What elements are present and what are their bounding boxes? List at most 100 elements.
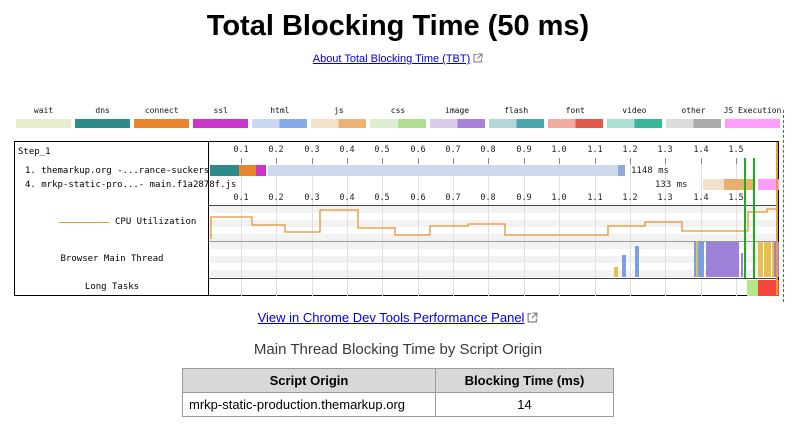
axis-tick-mark — [418, 158, 419, 164]
axis-tick-label-mid: 1.5 — [728, 193, 744, 203]
legend-item-label: font — [565, 106, 585, 115]
column-header-blocking-time: Blocking Time (ms) — [435, 368, 614, 393]
legend-item: font — [546, 105, 605, 128]
cpu-utilization-text: CPU Utilization — [115, 217, 197, 227]
legend: wait dns connect ssl html js css image flash font… — [14, 105, 782, 128]
axis-tick-label-mid: 1.3 — [657, 193, 673, 203]
legend-item-label: wait — [33, 106, 54, 115]
cell-script-origin: mrkp-static-production.themarkup.org — [182, 392, 436, 417]
axis-tick-mark — [241, 158, 242, 164]
main-thread-block — [635, 246, 639, 277]
long-task-block — [758, 280, 779, 296]
gridline — [453, 164, 454, 296]
request-4-label: 4. mrkp-static-pro...- main.f1a2878f.js — [25, 180, 237, 190]
axis-tick-label-top: 0.5 — [374, 145, 390, 155]
legend-item-label: connect — [144, 106, 179, 115]
axis-tick-label-top: 1.5 — [728, 145, 744, 155]
legend-color-bar — [724, 119, 781, 128]
yellow-event-marker — [776, 142, 778, 295]
browser-main-thread-label: Browser Main Thread — [60, 254, 164, 264]
request-bar-html-download-end — [618, 165, 625, 176]
axis-tick-label-top: 1.2 — [622, 145, 638, 155]
axis-tick-mark — [524, 158, 525, 164]
axis-tick-label-mid: 0.3 — [304, 193, 320, 203]
waterfall-plot-layer: 0.1 0.1 0.2 0.2 0.3 0.3 0.4 0.4 0.5 0.5 0.6 0.6 0.7 0… — [15, 142, 779, 296]
axis-tick-mark — [453, 158, 454, 164]
main-thread-row-divider — [15, 241, 778, 242]
long-task-block — [747, 280, 758, 296]
legend-color-bar — [429, 119, 485, 128]
gridline — [630, 164, 631, 296]
legend-item: flash — [487, 105, 546, 128]
request-bar-dns — [210, 165, 239, 176]
axis-tick-label-mid: 0.9 — [516, 193, 532, 203]
legend-color-bar — [252, 119, 308, 128]
main-thread-block — [696, 241, 698, 277]
legend-item-label: JS Execution — [723, 106, 782, 115]
green-event-marker — [753, 158, 755, 278]
gridline — [524, 164, 525, 296]
request-bar-ssl — [256, 165, 266, 176]
blocking-table-wrap: Script Origin Blocking Time (ms) mrkp-st… — [0, 368, 796, 417]
step-label: Step_1 — [18, 147, 51, 157]
request-bar-js-execution — [758, 179, 779, 190]
about-tbt-link[interactable]: About Total Blocking Time (TBT) — [312, 53, 471, 65]
request-duration-label: 133 ms — [655, 180, 688, 190]
legend-item: JS Execution — [723, 105, 782, 128]
legend-color-bar — [606, 119, 662, 128]
gridline — [701, 164, 702, 296]
main-thread-block — [694, 242, 704, 277]
axis-tick-label-mid: 0.4 — [339, 193, 355, 203]
legend-color-bar — [488, 119, 544, 128]
axis-tick-label-mid: 0.5 — [374, 193, 390, 203]
blocking-table-heading: Main Thread Blocking Time by Script Orig… — [253, 341, 543, 358]
axis-tick-label-mid: 1.2 — [622, 193, 638, 203]
axis-tick-label-top: 0.3 — [304, 145, 320, 155]
legend-item: dns — [73, 105, 132, 128]
axis-tick-label-mid: 0.7 — [445, 193, 461, 203]
cpu-utilization-line — [210, 208, 778, 239]
axis-tick-label-mid: 1.1 — [587, 193, 603, 203]
axis-tick-label-top: 1.0 — [551, 145, 567, 155]
about-link-row: About Total Blocking Time (TBT) — [0, 53, 796, 66]
axis-tick-label-top: 1.1 — [587, 145, 603, 155]
gridline — [736, 164, 737, 296]
table-row: mrkp-static-production.themarkup.org 14 — [182, 392, 614, 417]
axis-tick-mark — [276, 158, 277, 164]
axis-tick-label-top: 0.6 — [410, 145, 426, 155]
legend-item-label: other — [681, 106, 706, 115]
gridline — [276, 164, 277, 296]
axis-tick-label-mid: 1.4 — [693, 193, 709, 203]
legend-item: css — [368, 105, 427, 128]
main-thread-block — [706, 242, 739, 277]
request-bar-js-request — [703, 179, 724, 190]
gridline — [347, 164, 348, 296]
legend-item: connect — [132, 105, 191, 128]
axis-tick-mark — [382, 158, 383, 164]
blocking-time-table: Script Origin Blocking Time (ms) mrkp-st… — [182, 368, 614, 417]
cpu-row-divider — [15, 205, 778, 206]
axis-tick-label-mid: 0.8 — [480, 193, 496, 203]
cpu-line-sample-icon — [59, 221, 109, 223]
devtools-performance-link[interactable]: View in Chrome Dev Tools Performance Pan… — [257, 310, 525, 325]
main-thread-block — [622, 255, 626, 277]
cell-blocking-time: 14 — [435, 392, 614, 417]
legend-item: js — [309, 105, 368, 128]
dashed-green-marker — [783, 110, 784, 302]
legend-item: image — [428, 105, 487, 128]
cpu-utilization-label: CPU Utilization — [59, 217, 196, 227]
axis-tick-label-mid: 0.6 — [410, 193, 426, 203]
axis-tick-label-mid: 0.1 — [233, 193, 249, 203]
legend-item: html — [250, 105, 309, 128]
main-thread-row-stripes — [210, 242, 778, 278]
axis-tick-label-mid: 1.0 — [551, 193, 567, 203]
legend-item-label: js — [334, 106, 344, 115]
axis-tick-mark — [630, 158, 631, 164]
external-link-icon — [473, 53, 483, 66]
long-tasks-label: Long Tasks — [84, 282, 140, 292]
gridline — [665, 164, 666, 296]
axis-tick-label-top: 0.8 — [480, 145, 496, 155]
axis-tick-label-top: 0.9 — [516, 145, 532, 155]
legend-item: video — [605, 105, 664, 128]
